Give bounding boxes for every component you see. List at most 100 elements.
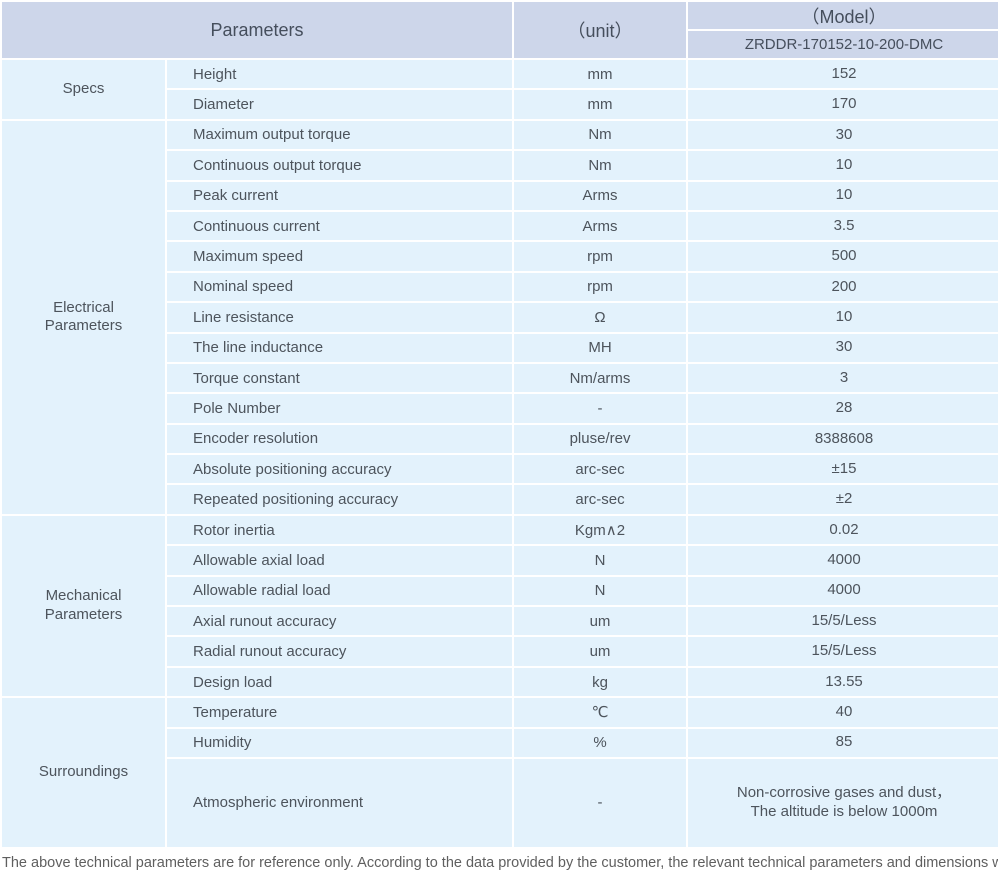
value-cell: 30	[688, 333, 998, 362]
table-row: Encoder resolution pluse/rev 8388608	[2, 424, 998, 454]
parameter-cell: Pole Number	[167, 394, 513, 423]
unit-cell: Nm	[514, 151, 687, 180]
value-cell: Non-corrosive gases and dust， The altitud…	[688, 758, 998, 847]
header-row: Parameters （unit） （Model）	[2, 2, 998, 58]
unit-cell: %	[514, 728, 687, 757]
table-row: Maximum speed rpm 500	[2, 242, 998, 271]
value-cell: 152	[688, 60, 998, 89]
model-column-header: （Model）	[688, 2, 998, 29]
table-row: Atmospheric environment - Non-corrosive ga…	[2, 758, 998, 847]
header-subrow: ZRDDR-170152-10-200-DMC	[2, 31, 998, 58]
value-cell: 10	[688, 303, 998, 332]
parameter-cell: Maximum output torque	[167, 120, 513, 150]
unit-cell: N	[514, 576, 687, 606]
category-cell: Specs	[2, 60, 165, 119]
unit-cell: rpm	[514, 242, 687, 271]
unit-cell: -	[514, 758, 687, 847]
unit-cell: Arms	[514, 181, 687, 210]
value-cell: 15/5/Less	[688, 607, 998, 636]
value-cell: 170	[688, 90, 998, 119]
parameter-cell: Encoder resolution	[167, 424, 513, 454]
parameter-cell: Allowable radial load	[167, 576, 513, 606]
value-cell: 15/5/Less	[688, 637, 998, 666]
parameter-cell: Humidity	[167, 728, 513, 757]
parameter-cell: Atmospheric environment	[167, 758, 513, 847]
value-cell: 200	[688, 272, 998, 302]
unit-cell: mm	[514, 90, 687, 119]
value-cell: 4000	[688, 576, 998, 606]
table-row: Design load kg 13.55	[2, 667, 998, 697]
unit-cell: rpm	[514, 272, 687, 302]
parameter-cell: Torque constant	[167, 363, 513, 393]
value-cell: 4000	[688, 546, 998, 575]
table-row: Electrical Parameters Maximum output torq…	[2, 120, 998, 514]
unit-cell: MH	[514, 333, 687, 362]
parameter-cell: Maximum speed	[167, 242, 513, 271]
unit-cell: arc-sec	[514, 485, 687, 514]
value-cell: 10	[688, 181, 998, 210]
model-number: ZRDDR-170152-10-200-DMC	[688, 31, 998, 58]
table-row: Peak current Arms 10	[2, 181, 998, 210]
table-body: Specs Height mm 152 Diameter mm 170 Electrical …	[2, 60, 998, 847]
table-row: Mechanical Parameters Rotor inertia Kgm∧2 0…	[2, 515, 998, 697]
table-row: Absolute positioning accuracy arc-sec ±15	[2, 455, 998, 484]
table-row: Continuous current Arms 3.5	[2, 211, 998, 241]
parameter-cell: Design load	[167, 667, 513, 697]
value-cell: ±15	[688, 455, 998, 484]
parameter-cell: Allowable axial load	[167, 546, 513, 575]
table-row: Humidity% 85	[2, 728, 998, 757]
parameter-cell: Height	[167, 60, 513, 89]
table-row: Allowable axial load N 4000	[2, 546, 998, 575]
table-row: Nominal speed rpm 200	[2, 272, 998, 302]
unit-cell: mm	[514, 60, 687, 89]
unit-cell: arc-sec	[514, 455, 687, 484]
parameter-cell: Radial runout accuracy	[167, 637, 513, 666]
table-header: Parameters （unit） （Model） ZRDDR-170152-1…	[2, 2, 998, 58]
table-row: Pole Number -28	[2, 394, 998, 423]
unit-cell: pluse/rev	[514, 424, 687, 454]
parameter-cell: Temperature	[167, 698, 513, 727]
value-cell: 13.55	[688, 667, 998, 697]
table-row: Continuous output torque Nm 10	[2, 151, 998, 180]
table-row: Surroundings Temperature ℃ 40	[2, 698, 998, 847]
unit-cell: Ω	[514, 303, 687, 332]
parameter-cell: Rotor inertia	[167, 515, 513, 545]
unit-cell: um	[514, 607, 687, 636]
parameters-column-header: Parameters	[2, 2, 513, 58]
category-label: Surroundings	[38, 763, 129, 781]
table-row: Repeated positioning accuracy arc-sec ±2	[2, 485, 998, 514]
value-cell: 3.5	[688, 211, 998, 241]
unit-cell: N	[514, 546, 687, 575]
parameter-cell: Repeated positioning accuracy	[167, 485, 513, 514]
table-row: Axial runout accuracy um 15/5/Less	[2, 607, 998, 636]
value-cell: 30	[688, 120, 998, 150]
disclaimer-note: The above technical parameters are for r…	[2, 854, 998, 871]
value-cell: 3	[688, 363, 998, 393]
table-row: Allowable radial load N 4000	[2, 576, 998, 606]
table-row: Torque constant Nm/arms 3	[2, 363, 998, 393]
unit-cell: Arms	[514, 211, 687, 241]
category-label: Specs	[62, 80, 105, 98]
table-row: Specs Height mm 152	[2, 60, 998, 119]
table-row: Radial runout accuracy um 15/5/Less	[2, 637, 998, 666]
value-cell: 10	[688, 151, 998, 180]
unit-cell: Nm	[514, 120, 687, 150]
category-cell: Electrical Parameters	[2, 120, 165, 514]
unit-cell: -	[514, 394, 687, 423]
value-cell: 85	[688, 728, 998, 757]
parameter-cell: Absolute positioning accuracy	[167, 455, 513, 484]
value-cell: 40	[688, 698, 998, 727]
value-cell: 500	[688, 242, 998, 271]
category-label: Mechanical Parameters	[44, 587, 123, 624]
value-cell: 8388608	[688, 424, 998, 454]
category-cell: Mechanical Parameters	[2, 515, 165, 697]
value-cell: 0.02	[688, 515, 998, 545]
unit-cell: Kgm∧2	[514, 515, 687, 545]
parameter-cell: Nominal speed	[167, 272, 513, 302]
parameter-cell: Continuous output torque	[167, 151, 513, 180]
spec-table: Parameters （unit） （Model） ZRDDR-170152-1…	[2, 2, 998, 847]
table-row: Line resistance Ω 10	[2, 303, 998, 332]
unit-cell: ℃	[514, 698, 687, 727]
table-row: The line inductance MH 30	[2, 333, 998, 362]
